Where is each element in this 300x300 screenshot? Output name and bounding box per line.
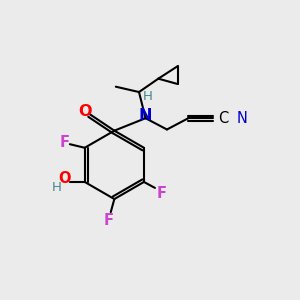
Text: F: F — [157, 186, 167, 201]
Text: C: C — [218, 111, 228, 126]
Text: H: H — [52, 181, 62, 194]
Text: N: N — [236, 111, 247, 126]
Text: F: F — [60, 135, 70, 150]
Text: O: O — [58, 172, 71, 187]
Text: O: O — [79, 104, 92, 119]
Text: F: F — [103, 213, 113, 228]
Text: H: H — [142, 90, 152, 103]
Text: N: N — [139, 108, 152, 123]
